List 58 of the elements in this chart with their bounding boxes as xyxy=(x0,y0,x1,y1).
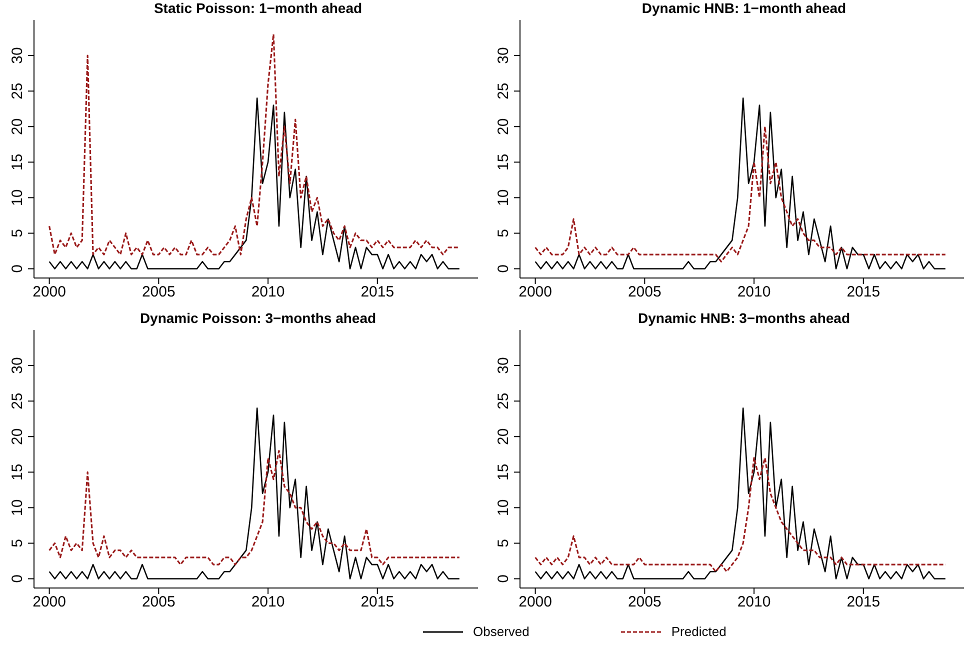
y-tick-label: 10 xyxy=(9,189,26,206)
x-tick-label: 2000 xyxy=(518,594,552,611)
y-tick-label: 5 xyxy=(9,229,26,238)
line-series xyxy=(534,98,946,270)
x-tick-label: 2005 xyxy=(628,284,662,301)
line-series xyxy=(534,457,946,572)
x-tick-label: 2000 xyxy=(32,594,66,611)
chart-title: Dynamic HNB: 1−month ahead xyxy=(640,0,848,16)
chart-title: Static Poisson: 1−month ahead xyxy=(152,0,364,16)
x-tick-label: 2000 xyxy=(32,284,66,301)
x-tick-label: 2005 xyxy=(628,594,662,611)
legend-label: Observed xyxy=(473,624,530,639)
y-tick-label: 15 xyxy=(495,464,512,480)
y-tick-label: 25 xyxy=(495,392,512,410)
x-tick-label: 2000 xyxy=(518,284,552,301)
line-series xyxy=(48,408,460,580)
line-series xyxy=(48,33,460,256)
y-tick-label: 5 xyxy=(9,539,26,548)
x-tick-label: 2015 xyxy=(360,284,394,301)
y-tick-label: 30 xyxy=(495,357,512,374)
chart-title: Dynamic Poisson: 3−months ahead xyxy=(138,310,378,326)
x-tick-label: 2015 xyxy=(846,594,880,611)
line-series xyxy=(48,98,460,270)
x-tick-label: 2005 xyxy=(142,284,176,301)
x-tick-label: 2010 xyxy=(251,594,285,611)
y-tick-label: 10 xyxy=(495,189,512,206)
x-tick-label: 2010 xyxy=(251,284,285,301)
y-tick-label: 25 xyxy=(9,82,26,100)
y-tick-label: 15 xyxy=(9,464,26,480)
x-tick-label: 2015 xyxy=(360,594,394,611)
y-tick-label: 0 xyxy=(495,264,512,273)
y-tick-label: 15 xyxy=(9,154,26,170)
y-tick-label: 5 xyxy=(495,539,512,548)
line-series xyxy=(534,126,946,262)
y-tick-label: 10 xyxy=(9,499,26,516)
y-tick-label: 5 xyxy=(495,229,512,238)
chart-title: Dynamic HNB: 3−months ahead xyxy=(637,310,851,326)
legend-label: Predicted xyxy=(671,624,726,639)
y-tick-label: 0 xyxy=(495,574,512,583)
y-tick-label: 30 xyxy=(9,357,26,374)
line-series xyxy=(534,408,946,580)
y-tick-label: 15 xyxy=(495,154,512,170)
y-tick-label: 20 xyxy=(9,118,26,135)
y-tick-label: 20 xyxy=(495,118,512,135)
x-tick-label: 2005 xyxy=(142,594,176,611)
y-tick-label: 30 xyxy=(9,47,26,64)
x-tick-label: 2010 xyxy=(737,284,771,301)
y-tick-label: 25 xyxy=(495,82,512,100)
x-tick-label: 2015 xyxy=(846,284,880,301)
y-tick-label: 30 xyxy=(495,47,512,64)
y-tick-label: 20 xyxy=(9,428,26,445)
y-tick-label: 20 xyxy=(495,428,512,445)
y-tick-label: 0 xyxy=(9,264,26,273)
line-series xyxy=(48,450,460,566)
y-tick-label: 25 xyxy=(9,392,26,410)
x-tick-label: 2010 xyxy=(737,594,771,611)
y-tick-label: 0 xyxy=(9,574,26,583)
y-tick-label: 10 xyxy=(495,499,512,516)
